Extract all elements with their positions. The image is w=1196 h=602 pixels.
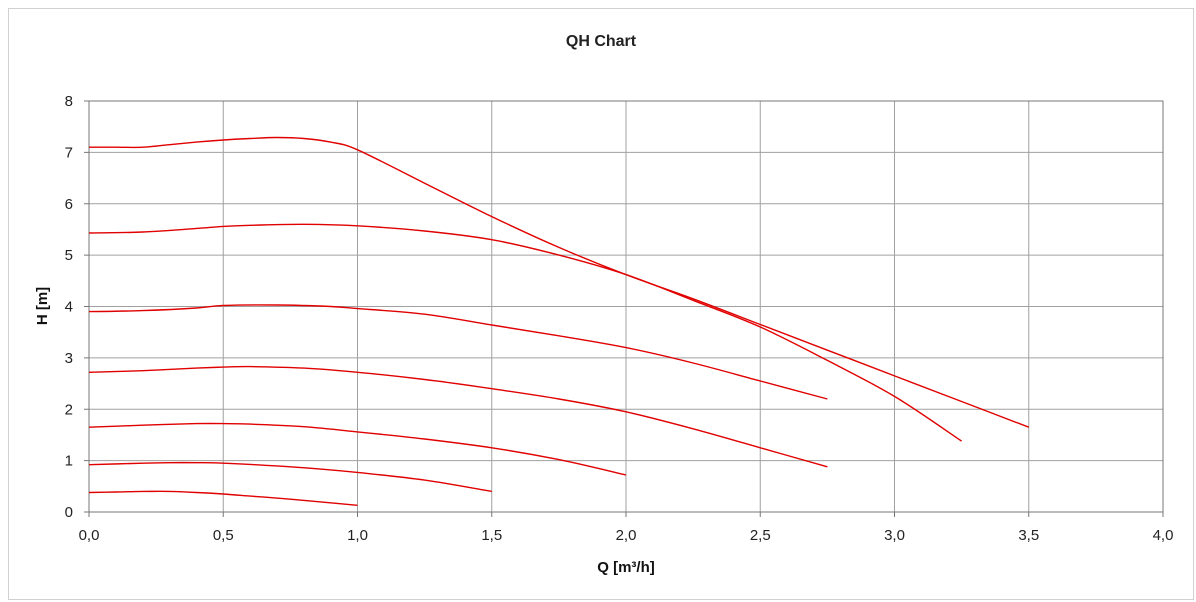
curve-6 bbox=[88, 461, 492, 493]
curve-3 bbox=[88, 304, 828, 400]
y-tick-label: 1 bbox=[65, 453, 73, 470]
chart-frame bbox=[8, 8, 1194, 600]
y-axis-ticks: 0 1 2 3 4 5 6 7 8 bbox=[65, 93, 89, 521]
y-tick-label: 3 bbox=[65, 350, 73, 367]
y-axis-title: H [m] bbox=[34, 287, 51, 325]
x-axis-title: Q [m³/h] bbox=[597, 559, 655, 576]
y-tick-label: 5 bbox=[65, 247, 73, 264]
y-tick-label: 2 bbox=[65, 401, 73, 418]
x-tick-label: 0,0 bbox=[79, 527, 100, 544]
y-tick-label: 7 bbox=[65, 144, 73, 161]
x-tick-label: 3,0 bbox=[884, 527, 905, 544]
x-tick-label: 2,0 bbox=[616, 527, 637, 544]
curves bbox=[88, 136, 1030, 506]
chart-title: QH Chart bbox=[566, 33, 637, 50]
x-tick-label: 2,5 bbox=[750, 527, 771, 544]
y-tick-label: 4 bbox=[65, 299, 73, 316]
curve-1 bbox=[88, 136, 1030, 428]
y-tick-label: 0 bbox=[65, 504, 73, 521]
x-tick-label: 1,5 bbox=[481, 527, 502, 544]
curve-4 bbox=[88, 365, 828, 468]
x-tick-label: 3,5 bbox=[1018, 527, 1039, 544]
curve-5 bbox=[88, 422, 627, 476]
x-axis-ticks: 0,0 0,5 1,0 1,5 2,0 2,5 3,0 3,5 4,0 bbox=[79, 512, 1174, 544]
y-tick-label: 6 bbox=[65, 196, 73, 213]
x-tick-label: 0,5 bbox=[213, 527, 234, 544]
grid bbox=[89, 101, 1163, 512]
curve-2 bbox=[88, 223, 962, 442]
x-tick-label: 1,0 bbox=[347, 527, 368, 544]
curve-7 bbox=[88, 490, 358, 506]
x-tick-label: 4,0 bbox=[1153, 527, 1174, 544]
y-tick-label: 8 bbox=[65, 93, 73, 110]
